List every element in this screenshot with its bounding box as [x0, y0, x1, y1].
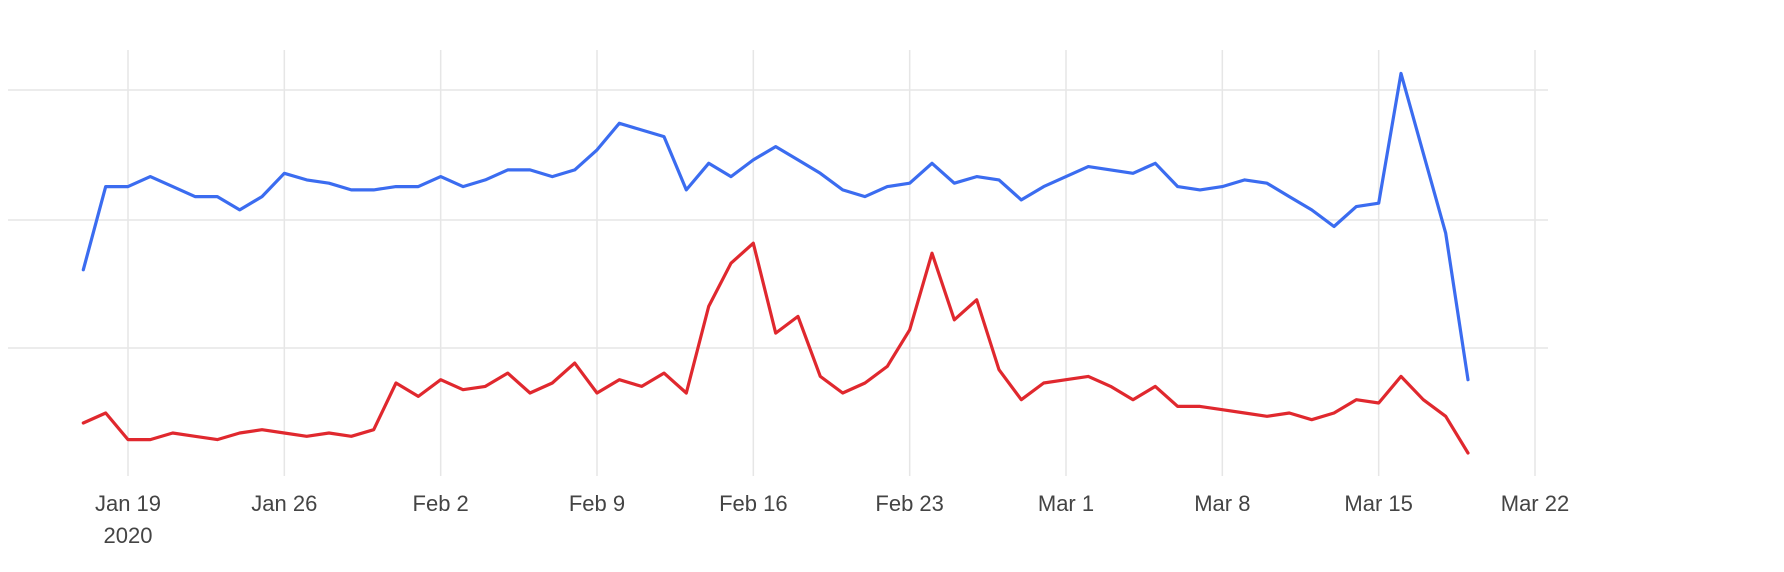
- series-line-2: [81, 241, 1470, 455]
- x-tick-label: Jan 26: [251, 491, 317, 516]
- x-tick-label: Feb 2: [413, 491, 469, 516]
- x-tick-label: Feb 16: [719, 491, 788, 516]
- x-tick-sublabel: 2020: [104, 523, 153, 548]
- x-tick-label: Jan 19: [95, 491, 161, 516]
- series-line-1: [81, 71, 1470, 382]
- x-tick-label: Mar 1: [1038, 491, 1094, 516]
- x-axis-ticks: Jan 19 2020 Jan 26 Feb 2 Feb 9 Feb 16 Feb 23 Ma…: [95, 491, 1569, 548]
- x-tick-label: Feb 23: [875, 491, 944, 516]
- series-lines: [81, 71, 1470, 455]
- x-tick-label: Mar 8: [1194, 491, 1250, 516]
- gridlines: [8, 50, 1548, 476]
- x-tick-label: Mar 15: [1344, 491, 1412, 516]
- x-tick-label: Mar 22: [1501, 491, 1569, 516]
- x-tick-label: Feb 9: [569, 491, 625, 516]
